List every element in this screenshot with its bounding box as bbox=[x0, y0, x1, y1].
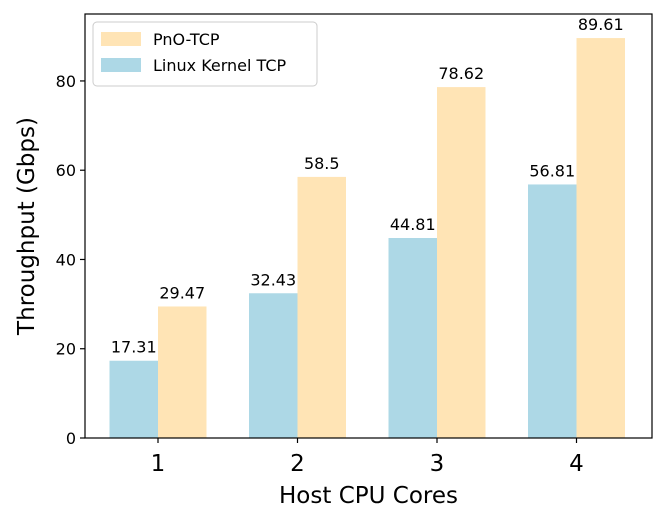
x-axis-title: Host CPU Cores bbox=[279, 483, 458, 509]
legend-swatch-linux-kernel-tcp bbox=[101, 58, 141, 72]
data-label-linux-kernel-tcp-2: 32.43 bbox=[250, 270, 296, 289]
bar-linux-kernel-tcp-2 bbox=[249, 293, 298, 438]
data-label-linux-kernel-tcp-1: 17.31 bbox=[111, 338, 157, 357]
y-tick-label: 40 bbox=[56, 250, 76, 269]
x-tick-label: 4 bbox=[569, 451, 584, 477]
legend: PnO-TCP Linux Kernel TCP bbox=[92, 21, 318, 87]
legend-label-pno-tcp: PnO-TCP bbox=[153, 30, 220, 49]
data-label-linux-kernel-tcp-4: 56.81 bbox=[529, 161, 575, 180]
y-tick-label: 20 bbox=[56, 340, 76, 359]
legend-swatch-pno-tcp bbox=[101, 32, 141, 46]
plot-frame bbox=[84, 13, 653, 439]
y-tick-label: 0 bbox=[66, 429, 76, 448]
y-axis-title: Throughput (Gbps) bbox=[14, 117, 40, 336]
bar-pno-tcp-3 bbox=[437, 87, 486, 438]
bars-layer bbox=[109, 38, 625, 438]
legend-box bbox=[92, 21, 318, 87]
y-tick-label: 80 bbox=[56, 72, 76, 91]
data-label-pno-tcp-1: 29.47 bbox=[159, 283, 205, 302]
bar-pno-tcp-4 bbox=[576, 38, 625, 438]
x-tick-label: 3 bbox=[430, 451, 445, 477]
bar-pno-tcp-1 bbox=[158, 306, 207, 438]
data-label-pno-tcp-2: 58.5 bbox=[304, 154, 340, 173]
bar-linux-kernel-tcp-3 bbox=[388, 238, 437, 438]
bar-pno-tcp-2 bbox=[297, 176, 346, 438]
data-labels-layer: 17.31 32.43 44.81 56.81 29.47 58.5 78.62 89.61 bbox=[111, 15, 624, 357]
y-axis-ticks: 0 20 40 60 80 bbox=[56, 72, 85, 448]
bar-linux-kernel-tcp-1 bbox=[109, 360, 158, 438]
data-label-linux-kernel-tcp-3: 44.81 bbox=[390, 215, 436, 234]
bar-linux-kernel-tcp-4 bbox=[528, 184, 577, 438]
x-axis-ticks: 1 2 3 4 bbox=[151, 438, 584, 477]
y-tick-label: 60 bbox=[56, 161, 76, 180]
data-label-pno-tcp-4: 89.61 bbox=[578, 15, 624, 34]
legend-label-linux-kernel-tcp: Linux Kernel TCP bbox=[153, 56, 287, 75]
axes-layer bbox=[84, 13, 653, 439]
x-tick-label: 2 bbox=[290, 451, 305, 477]
data-label-pno-tcp-3: 78.62 bbox=[438, 64, 484, 83]
x-tick-label: 1 bbox=[151, 451, 166, 477]
